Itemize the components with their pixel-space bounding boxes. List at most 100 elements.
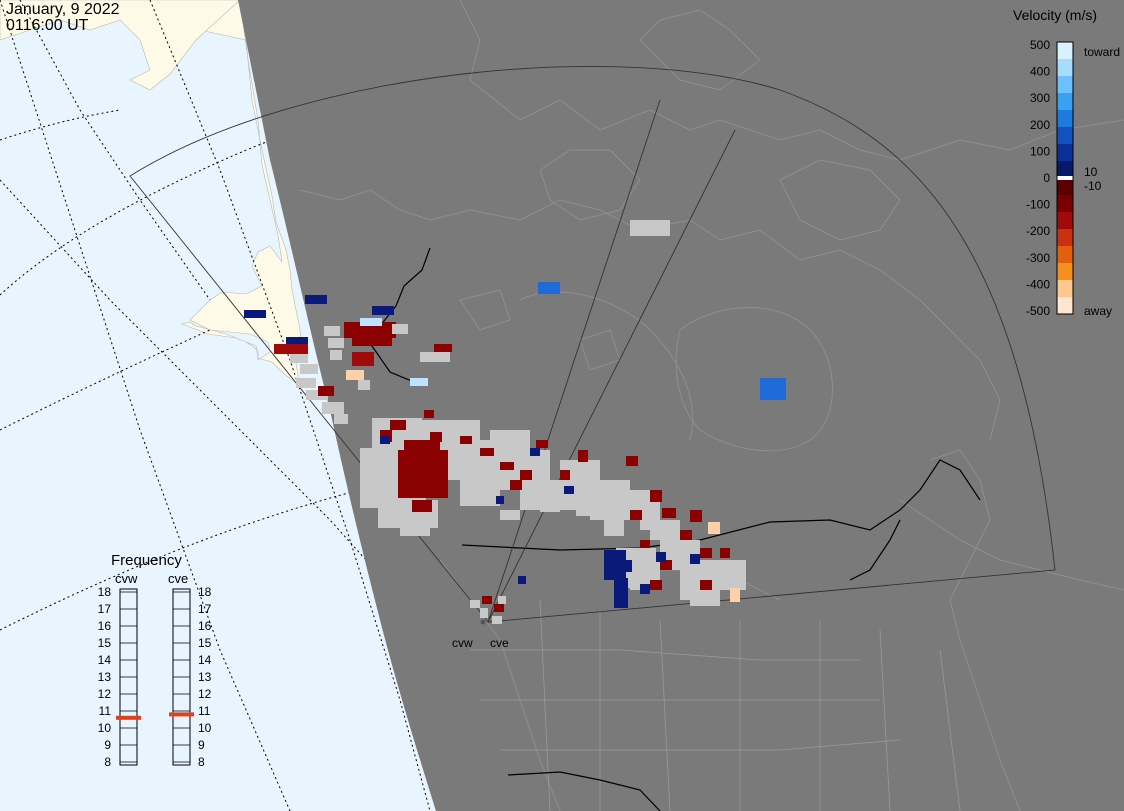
- frequency-scale-label-right: 13: [198, 670, 212, 684]
- ground-scatter-cell: [420, 352, 450, 362]
- ground-scatter-cell: [576, 500, 596, 516]
- velocity-cell: [480, 448, 494, 456]
- velocity-cell: [690, 554, 700, 564]
- velocity-cell: [708, 522, 720, 534]
- velocity-cell: [700, 548, 712, 558]
- colorbar-segment: [1057, 93, 1073, 111]
- colorbar-segment: [1057, 161, 1073, 179]
- velocity-cell: [305, 295, 327, 304]
- ground-scatter-cell: [334, 414, 348, 424]
- colorbar-segment: [1057, 42, 1073, 60]
- velocity-cell: [690, 510, 702, 522]
- frequency-scale-label-left: 14: [98, 653, 112, 667]
- frequency-panel: Frequency cvw cve 18 18 17 17 16 16 15 15 14 14 13…: [98, 552, 212, 769]
- velocity-cell: [390, 420, 406, 430]
- colorbar-segment: [1057, 76, 1073, 94]
- velocity-cell: [274, 344, 308, 354]
- frequency-scale-label-right: 15: [198, 636, 212, 650]
- velocity-cell: [318, 386, 334, 396]
- ground-scatter-cell: [290, 354, 308, 363]
- velocity-cell: [352, 352, 374, 366]
- velocity-cell: [398, 450, 448, 498]
- ground-scatter-cell: [690, 588, 720, 606]
- frequency-scale-label-left: 17: [98, 602, 112, 616]
- velocity-cell: [730, 588, 740, 602]
- colorbar-toward-label: toward: [1084, 45, 1120, 59]
- velocity-cell: [720, 548, 730, 558]
- colorbar-tick-label: 300: [1030, 91, 1050, 105]
- velocity-cell: [656, 552, 666, 562]
- ground-scatter-cell: [604, 516, 624, 536]
- velocity-cell: [346, 370, 364, 380]
- ground-scatter-cell: [324, 326, 340, 336]
- velocity-colorbar: Velocity (m/s) 500 400 300 200 100 0 -100 -200 -…: [1013, 7, 1120, 318]
- velocity-cell: [352, 336, 392, 346]
- velocity-cell: [496, 496, 504, 504]
- frequency-scale-label-left: 12: [98, 687, 112, 701]
- colorbar-tick-label: -200: [1026, 224, 1050, 238]
- ground-scatter-cell: [630, 220, 670, 236]
- ground-scatter-cell: [500, 510, 520, 520]
- ground-scatter-cell: [296, 378, 316, 388]
- colorbar-segment: [1057, 246, 1073, 264]
- velocity-cell: [620, 560, 632, 572]
- colorbar-zero-band: [1057, 176, 1073, 180]
- velocity-cell: [430, 432, 442, 442]
- ground-scatter-cell: [460, 470, 500, 506]
- ground-scatter-cell: [540, 500, 560, 512]
- frequency-scale-label-left: 18: [98, 585, 112, 599]
- radar-site-marker: [480, 619, 486, 625]
- ground-scatter-cell: [300, 364, 318, 374]
- colorbar-tick-label: 100: [1030, 144, 1050, 158]
- velocity-cell: [460, 436, 472, 444]
- frequency-scale-label-left: 13: [98, 670, 112, 684]
- ground-scatter-cell: [322, 402, 344, 414]
- velocity-cell: [680, 530, 692, 540]
- radar-fov-outlines: [129, 66, 1056, 623]
- colorbar-tick-label: 500: [1030, 38, 1050, 52]
- frequency-scale-label-left: 8: [104, 755, 111, 769]
- colorbar-segment: [1057, 229, 1073, 247]
- night-side: [238, 0, 1124, 811]
- colorbar-tick-label: 0: [1043, 171, 1050, 185]
- velocity-cell: [538, 282, 560, 294]
- frequency-scale-label-right: 16: [198, 619, 212, 633]
- ground-scatter-cell: [328, 338, 344, 348]
- velocity-cell: [536, 440, 548, 448]
- velocity-cell: [510, 480, 522, 490]
- ground-scatter-cell: [358, 380, 370, 390]
- velocity-cell: [650, 490, 662, 502]
- colorbar-segment: [1057, 144, 1073, 162]
- state-borders: [470, 599, 961, 811]
- velocity-cell: [760, 378, 786, 400]
- velocity-cell: [404, 440, 440, 456]
- colorbar-segment: [1057, 297, 1073, 315]
- colorbar-segment: [1057, 195, 1073, 213]
- velocity-cell: [578, 450, 588, 462]
- frequency-scale-label-left: 16: [98, 619, 112, 633]
- velocity-cell: [700, 580, 712, 590]
- velocity-cell: [482, 596, 492, 604]
- colorbar-segment: [1057, 127, 1073, 145]
- velocity-cell: [494, 604, 504, 612]
- frequency-scale-label-left: 15: [98, 636, 112, 650]
- velocity-cell: [360, 318, 382, 326]
- velocity-cell: [640, 540, 650, 548]
- frequency-radar-label-cvw: cvw: [115, 571, 138, 586]
- velocity-cell: [560, 470, 570, 480]
- ground-scatter-cell: [330, 350, 342, 360]
- frequency-scale-label-right: 9: [198, 738, 205, 752]
- velocity-cell: [412, 500, 432, 512]
- map-time: 0116:00 UT: [6, 17, 89, 34]
- radar-site-label-cvw: cvw: [452, 636, 473, 650]
- frequency-radar-label-cve: cve: [168, 571, 188, 586]
- colorbar-inner-label-neg: -10: [1084, 179, 1102, 193]
- frequency-scale-label-right: 11: [198, 704, 211, 718]
- velocity-cell: [630, 510, 642, 520]
- ground-scatter-cell: [498, 596, 506, 604]
- colorbar-segment: [1057, 178, 1073, 196]
- frequency-scale-label-right: 8: [198, 755, 205, 769]
- velocity-cell: [424, 410, 434, 418]
- velocity-cell: [614, 578, 628, 608]
- colorbar-tick-label: -400: [1026, 277, 1050, 291]
